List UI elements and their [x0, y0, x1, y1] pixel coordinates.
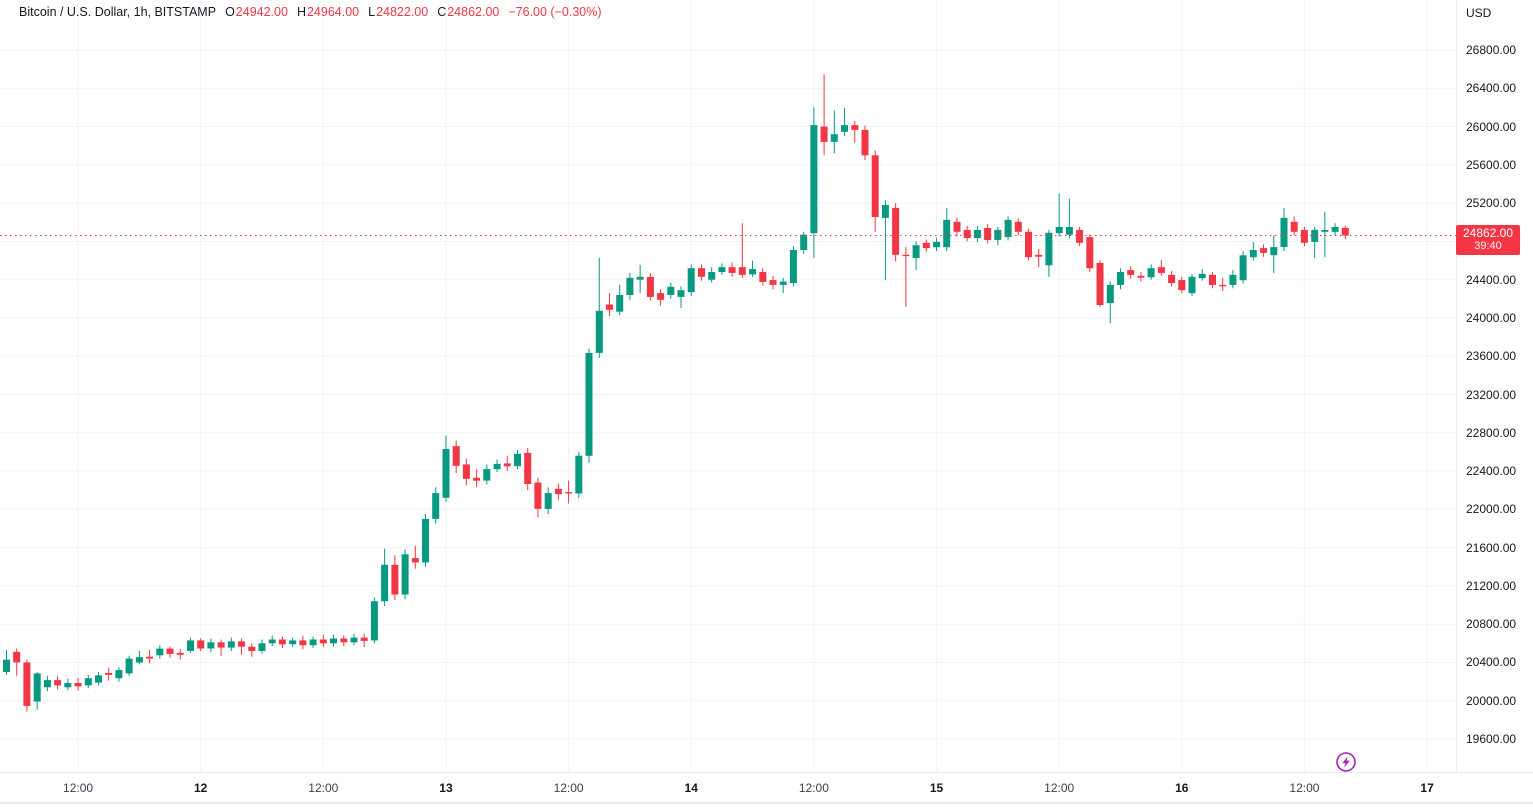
time-tick-label: 15	[929, 781, 944, 795]
bar-countdown: 39:40	[1474, 240, 1502, 253]
price-tick-label: 24000.00	[1466, 310, 1517, 325]
time-tick-label: 12	[193, 781, 208, 795]
time-tick-label: 12:00	[553, 781, 584, 795]
price-tick-label: 24400.00	[1466, 272, 1517, 287]
candlestick-chart[interactable]	[0, 0, 1456, 772]
chart-legend: Bitcoin / U.S. Dollar, 1h, BITSTAMP O 249…	[19, 5, 602, 19]
price-tick-label: 22000.00	[1466, 502, 1517, 517]
current-price-value: 24862.00	[1462, 226, 1514, 241]
price-tick-label: 25600.00	[1466, 157, 1517, 172]
price-tick-label: 21200.00	[1466, 578, 1517, 593]
ohlc-open: O 24942.00	[225, 5, 288, 19]
price-tick-label: 23200.00	[1466, 387, 1517, 402]
ohlc-low: L 24822.00	[368, 5, 429, 19]
price-tick-label: 20800.00	[1466, 617, 1517, 632]
price-tick-label: 22400.00	[1466, 464, 1517, 479]
symbol-title[interactable]: Bitcoin / U.S. Dollar, 1h, BITSTAMP	[19, 5, 217, 19]
time-tick-label: 13	[439, 781, 453, 795]
time-tick-label: 14	[684, 781, 698, 795]
realtime-lightning-icon[interactable]	[1334, 750, 1358, 774]
ohlc-high: H 24964.00	[296, 5, 360, 19]
time-tick-label: 16	[1175, 781, 1189, 795]
currency-unit-label[interactable]: USD	[1466, 6, 1492, 20]
price-tick-label: 25200.00	[1466, 196, 1517, 211]
price-tick-label: 19600.00	[1466, 732, 1517, 746]
time-tick-label: 17	[1420, 781, 1434, 795]
price-tick-label: 26800.00	[1466, 43, 1517, 57]
time-tick-label: 12:00	[63, 781, 94, 795]
price-tick-label: 21600.00	[1466, 540, 1517, 555]
price-tick-label: 26400.00	[1466, 81, 1517, 96]
price-tick-label: 20400.00	[1466, 655, 1517, 670]
time-tick-label: 12:00	[308, 781, 339, 795]
time-axis[interactable]: 12:00 12 12:00 13 12:00 14 12:00 15 12:00 16 12:00…	[0, 772, 1533, 803]
price-tick-label: 23600.00	[1466, 349, 1517, 364]
price-axis[interactable]: USD 26800.00 26400.00 26000.00 25600.00 2520…	[1456, 0, 1533, 772]
time-tick-label: 12:00	[798, 781, 829, 795]
price-tick-label: 22800.00	[1466, 425, 1517, 440]
ohlc-close: C 24862.00	[437, 5, 500, 19]
price-tick-label: 20000.00	[1466, 693, 1517, 708]
change-value: −76.00 (−0.30%)	[508, 5, 602, 19]
price-tick-label: 26000.00	[1466, 119, 1517, 134]
time-tick-label: 12:00	[1044, 781, 1075, 795]
widget-bottom-border	[0, 802, 1533, 804]
current-price-label: 24862.00 39:40	[1456, 225, 1520, 256]
time-tick-label: 12:00	[1289, 781, 1320, 795]
